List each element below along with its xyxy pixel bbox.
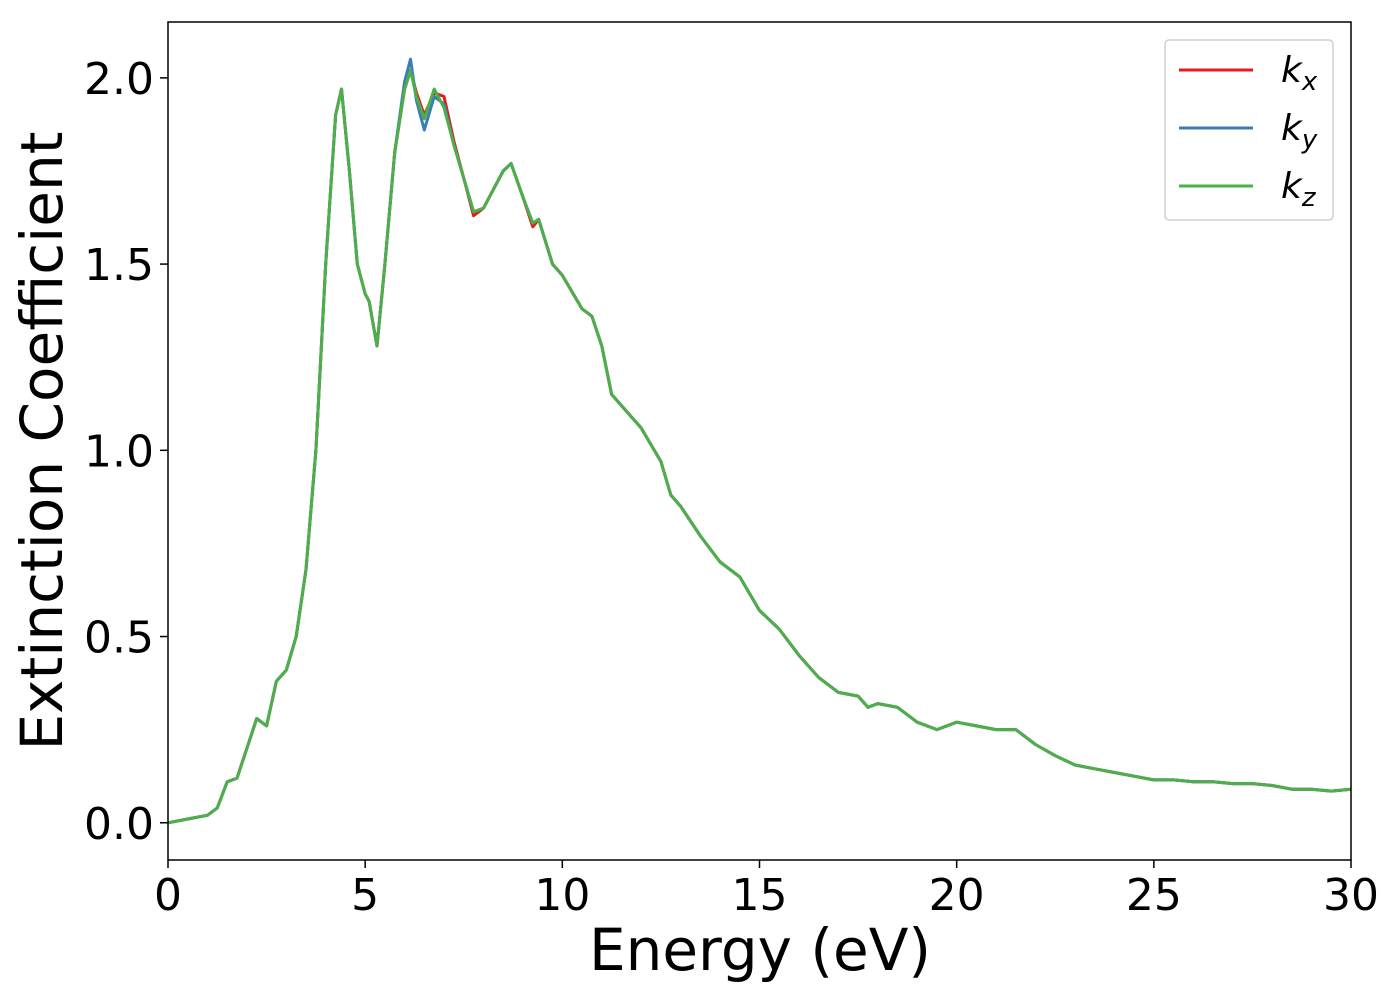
x-tick-label: 30 (1323, 870, 1379, 921)
y-tick-label: 1.0 (84, 426, 154, 477)
legend-label-base: k (1281, 166, 1304, 207)
x-tick-label: 5 (351, 870, 379, 921)
y-tick-label: 0.5 (84, 613, 154, 664)
legend-label: kx (1281, 50, 1318, 97)
legend-label-base: k (1281, 108, 1304, 149)
x-tick-label: 20 (929, 870, 985, 921)
y-tick-label: 1.5 (84, 240, 154, 291)
legend-label-sub: x (1301, 67, 1318, 97)
x-tick-label: 15 (732, 870, 788, 921)
y-axis-label: Extinction Coefficient (8, 132, 76, 751)
x-axis-label: Energy (eV) (589, 916, 931, 984)
legend-label-sub: z (1301, 183, 1317, 213)
legend-label-sub: y (1301, 125, 1318, 155)
legend-label: ky (1281, 108, 1318, 155)
line-series (167, 68, 1352, 825)
plot-frame (167, 21, 1352, 861)
y-tick-label: 2.0 (84, 54, 154, 105)
legend-box (1164, 39, 1334, 221)
legend-label-base: k (1281, 50, 1304, 91)
x-tick-label: 10 (534, 870, 590, 921)
x-tick-label: 25 (1126, 870, 1182, 921)
x-tick-label: 0 (154, 870, 182, 921)
y-tick-label: 0.0 (84, 799, 154, 850)
legend-label: kz (1281, 166, 1317, 213)
